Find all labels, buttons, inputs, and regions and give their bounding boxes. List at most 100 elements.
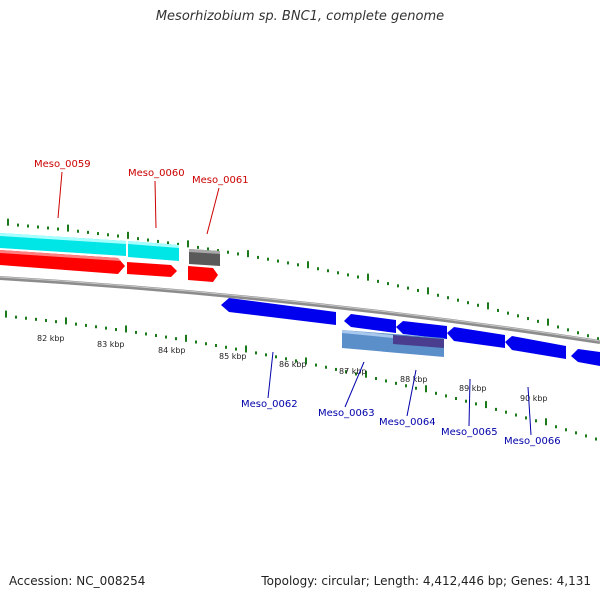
tick-mark [277,259,279,263]
tick-mark [495,407,497,411]
tick-mark [477,303,479,307]
tick-mark [465,399,467,403]
gene-arrow-meso-0061[interactable] [188,266,218,282]
tick-mark [47,226,49,230]
tick-mark [527,317,529,321]
tick-mark [187,240,189,248]
gene-label[interactable]: Meso_0064 [379,417,436,428]
tick-mark [257,255,259,259]
tick-mark [307,261,309,269]
gene-label-group: Meso_0059 Meso_0060 Meso_0061 Meso_0062 Meso… [34,159,561,447]
tick-mark [235,347,237,351]
gene-label[interactable]: Meso_0062 [241,399,298,410]
tick-mark [577,331,579,335]
tick-mark [17,223,19,227]
tick-mark [145,332,147,336]
tick-mark [317,267,319,271]
tick-mark [425,385,427,393]
gene-label[interactable]: Meso_0060 [128,168,185,179]
tick-track-outer [7,218,599,341]
tick-mark [457,298,459,302]
kbp-label: 90 kbp [520,394,548,403]
tick-mark [575,431,577,435]
gene-arrow-meso-0066[interactable] [505,336,566,359]
tick-mark [355,372,357,376]
tick-mark [25,316,27,320]
cds-bar-meso-0059[interactable] [0,233,126,256]
tick-mark [207,247,209,251]
tick-mark [55,320,57,324]
tick-mark [545,418,547,426]
tick-mark [405,384,407,388]
tick-mark [407,286,409,290]
tick-mark [345,370,347,374]
tick-mark [7,218,9,226]
accession-text: Accession: NC_008254 [9,574,146,588]
genome-backbone [0,276,600,344]
tick-mark [225,345,227,349]
kbp-label: 83 kbp [97,340,125,349]
tick-mark [485,401,487,409]
gene-leader-line [468,378,471,427]
tick-mark [547,318,549,326]
tick-mark [135,330,137,334]
gene-arrow-next[interactable] [571,349,600,366]
tick-mark [335,367,337,371]
tick-mark [195,340,197,344]
tick-mark [27,224,29,228]
tick-mark [427,287,429,295]
gene-arrow-meso-0063[interactable] [344,314,396,333]
tick-mark [375,377,377,381]
tick-mark [85,323,87,327]
tick-mark [107,233,109,237]
tick-mark [267,257,269,261]
tick-mark [125,325,127,333]
gene-arrow-meso-0062[interactable] [221,298,336,325]
tick-mark [367,273,369,281]
gene-leader-line [344,361,365,408]
tick-mark [475,402,477,406]
tick-mark [565,428,567,432]
tick-mark [87,230,89,234]
tick-mark [205,342,207,346]
tick-mark [117,234,119,238]
gene-leader-line [57,171,63,219]
tick-mark [305,357,307,365]
gene-label[interactable]: Meso_0061 [192,175,249,186]
kbp-label: 84 kbp [158,346,186,355]
tick-mark [65,317,67,325]
tick-mark [215,343,217,347]
tick-mark [245,345,247,353]
tick-mark [167,241,169,245]
gene-label[interactable]: Meso_0059 [34,159,91,170]
gene-label[interactable]: Meso_0066 [504,436,561,447]
tick-mark [255,351,257,355]
tick-mark [387,282,389,286]
tick-mark [315,363,317,367]
gene-label[interactable]: Meso_0065 [441,427,498,438]
tick-mark [327,269,329,273]
map-title: Mesorhizobium sp. BNC1, complete genome [155,9,445,24]
tick-mark [247,250,249,258]
gene-arrow-meso-0059[interactable] [0,250,125,274]
tick-mark [5,310,7,318]
tick-mark [325,365,327,369]
tick-mark [97,232,99,236]
tick-mark [35,317,37,321]
tick-mark [287,261,289,265]
tick-mark [597,337,599,341]
kbp-label: 85 kbp [219,352,247,361]
tick-mark [437,293,439,297]
tick-mark [535,419,537,423]
gene-label[interactable]: Meso_0063 [318,408,375,419]
gene-arrow-meso-0060[interactable] [127,262,177,277]
gene-arrow-meso-0065[interactable] [447,327,505,348]
tick-mark [537,319,539,323]
tick-mark [67,224,69,232]
tick-mark [507,311,509,315]
kbp-label: 82 kbp [37,334,65,343]
tick-mark [185,334,187,342]
tick-mark [505,410,507,414]
tick-mark [75,322,77,326]
gene-arrow-meso-0064[interactable] [396,321,447,339]
